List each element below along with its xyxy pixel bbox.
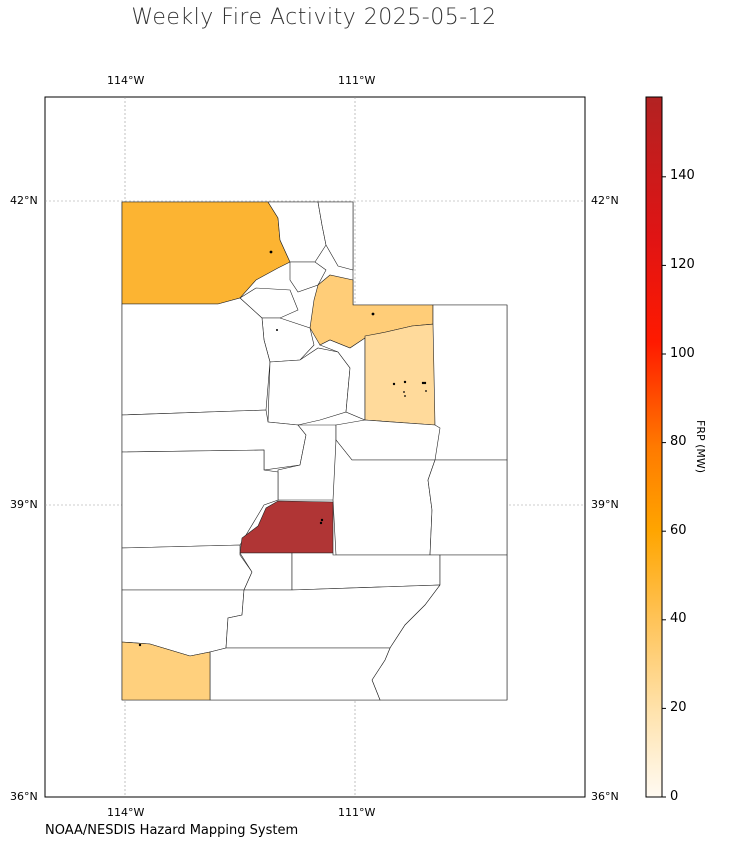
county-sevier[interactable] (239, 500, 334, 554)
lat-tick-left-36: 36°N (10, 790, 38, 803)
county-rich (317, 201, 354, 271)
fire-point[interactable] (403, 391, 405, 393)
county-wayne (291, 552, 441, 591)
fire-point[interactable] (276, 329, 278, 331)
colorbar-tick-60: 60 (670, 523, 687, 538)
map-title: Weekly Fire Activity 2025-05-12 (131, 5, 497, 30)
fire-point[interactable] (403, 380, 407, 384)
county-grand (427, 459, 508, 556)
fire-point[interactable] (138, 643, 142, 647)
fire-point[interactable] (392, 382, 396, 386)
fire-point[interactable] (404, 395, 406, 397)
fire-point[interactable] (423, 381, 427, 385)
fire-point[interactable] (371, 312, 375, 316)
county-carbon (335, 419, 441, 461)
county-duchesne[interactable] (364, 323, 436, 426)
county-tooele (121, 297, 271, 416)
lat-tick-right-39: 39°N (591, 498, 619, 511)
colorbar-tick-80: 80 (670, 434, 687, 449)
colorbar-tick-20: 20 (670, 700, 687, 715)
fire-point[interactable] (319, 521, 323, 525)
fire-point[interactable] (320, 518, 324, 522)
lat-tick-right-42: 42°N (591, 194, 619, 207)
lat-tick-right-36: 36°N (591, 790, 619, 803)
fire-detections (138, 250, 427, 647)
lon-tick-bottom-114: 114°W (107, 806, 145, 819)
colorbar-ticks (662, 176, 666, 798)
fire-point[interactable] (421, 381, 425, 385)
fire-point[interactable] (425, 390, 427, 392)
lon-tick-bottom-111: 111°W (338, 806, 376, 819)
county-uintah (432, 304, 508, 461)
county-kane (209, 647, 391, 701)
lat-tick-left-42: 42°N (10, 194, 38, 207)
county-beaver (121, 544, 253, 591)
county-washington[interactable] (121, 641, 211, 701)
colorbar-label: FRP (MW) (694, 420, 707, 474)
lat-tick-left-39: 39°N (10, 498, 38, 511)
source-credit: NOAA/NESDIS Hazard Mapping System (45, 823, 299, 838)
lon-tick-top-114: 114°W (107, 74, 145, 87)
lon-tick-top-111: 111°W (338, 74, 376, 87)
colorbar-tick-40: 40 (670, 611, 687, 626)
colorbar-tick-0: 0 (670, 789, 679, 804)
colorbar-tick-140: 140 (670, 168, 695, 183)
fire-point[interactable] (269, 250, 273, 254)
colorbar-tick-120: 120 (670, 257, 695, 272)
colorbar-tick-100: 100 (670, 346, 695, 361)
colorbar (645, 96, 663, 798)
